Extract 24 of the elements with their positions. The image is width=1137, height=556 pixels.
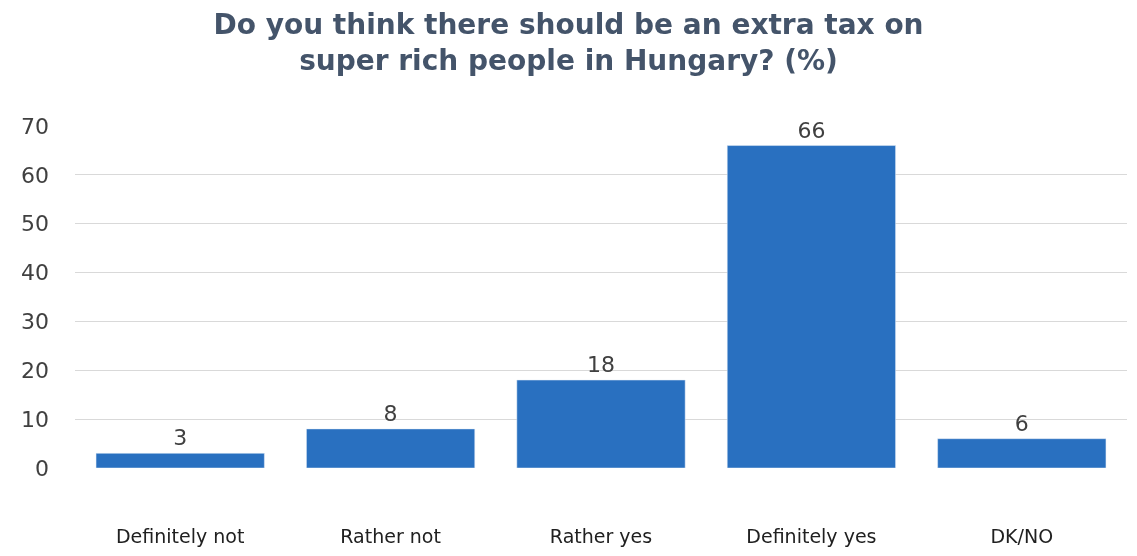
bar [937, 438, 1107, 468]
x-tick-label: Rather yes [549, 525, 653, 547]
bar [306, 428, 476, 468]
y-tick-label: 70 [21, 113, 49, 139]
chart-title: Do you think there should be an extra tax on super rich people in Hungary? (%) [213, 7, 924, 77]
data-label: 18 [587, 352, 615, 378]
bar [516, 379, 686, 468]
data-label: 3 [173, 425, 188, 451]
y-tick-label: 50 [21, 211, 49, 237]
bar [726, 145, 896, 468]
x-tick-label: Rather not [340, 525, 441, 547]
data-label: 8 [383, 400, 398, 426]
x-tick-label: Definitely yes [746, 525, 877, 547]
y-tick-label: 20 [21, 357, 49, 383]
y-tick-label: 0 [35, 455, 49, 481]
y-tick-label: 60 [21, 162, 49, 188]
x-tick-label: Definitely not [115, 525, 245, 547]
x-tick-label: DK/NO [990, 525, 1054, 547]
y-tick-label: 40 [21, 260, 49, 286]
y-tick-label: 10 [21, 406, 49, 432]
data-label: 6 [1014, 410, 1029, 436]
bar [95, 453, 265, 468]
y-tick-label: 30 [21, 309, 49, 335]
data-label: 66 [797, 117, 826, 143]
